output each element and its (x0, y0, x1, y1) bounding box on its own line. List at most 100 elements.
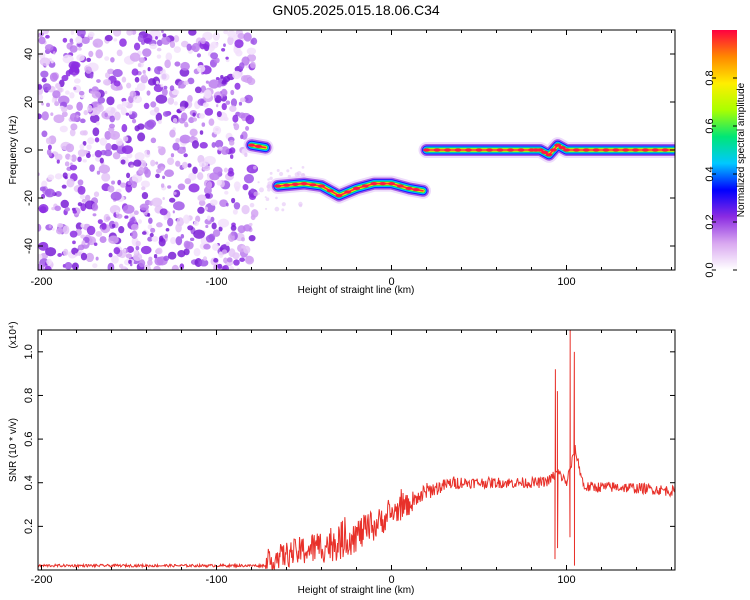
noise-blob (150, 101, 157, 108)
noise-blob (213, 95, 217, 99)
noise-blob (41, 102, 44, 106)
noise-blob (160, 73, 170, 81)
noise-blob (212, 229, 221, 237)
noise-blob (47, 174, 55, 181)
noise-blob (92, 38, 104, 48)
noise-blob (85, 153, 91, 159)
noise-blob (131, 68, 139, 76)
noise-blob (244, 152, 248, 157)
noise-blob (38, 36, 46, 45)
noise-blob (184, 178, 192, 185)
noise-blob (56, 159, 60, 164)
noise-blob (41, 77, 47, 83)
noise-blob (163, 85, 168, 90)
noise-blob (236, 267, 240, 270)
noise-blob (126, 152, 133, 159)
noise-blob (93, 191, 100, 198)
noise-blob (278, 171, 284, 177)
noise-blob (66, 178, 75, 188)
track-dot (541, 150, 549, 154)
noise-blob (38, 241, 49, 251)
noise-blob (243, 224, 252, 232)
noise-blob (193, 229, 205, 239)
noise-blob (46, 102, 51, 107)
noise-blob (153, 253, 158, 259)
noise-blob (188, 117, 195, 124)
noise-blob (161, 30, 164, 34)
noise-blob (171, 264, 179, 270)
noise-blob (248, 234, 256, 242)
noise-blob (248, 222, 253, 227)
noise-blob (64, 261, 73, 270)
noise-blob (105, 106, 117, 116)
noise-blob (77, 47, 82, 51)
noise-blob (188, 183, 200, 193)
noise-blob (267, 188, 271, 192)
noise-blob (257, 181, 260, 184)
spectrogram-image (38, 30, 675, 270)
noise-blob (204, 107, 214, 116)
noise-blob (243, 245, 251, 254)
noise-blob (131, 216, 136, 222)
noise-blob (138, 219, 142, 224)
noise-blob (198, 199, 206, 207)
noise-blob (141, 192, 149, 200)
track-dot (318, 184, 325, 188)
noise-blob (164, 233, 168, 239)
noise-blob (71, 247, 79, 255)
noise-blob (210, 41, 219, 49)
noise-blob (122, 135, 129, 142)
track-dot (405, 186, 413, 190)
noise-blob (296, 171, 302, 176)
noise-blob (206, 181, 213, 189)
noise-blob (289, 166, 293, 170)
noise-blob (229, 154, 234, 159)
chart-title: GN05.2025.015.18.06.C34 (272, 2, 440, 18)
noise-blob (175, 137, 180, 143)
noise-blob (88, 31, 95, 37)
noise-blob (155, 247, 163, 255)
noise-blob (133, 253, 143, 262)
noise-blob (197, 194, 207, 202)
noise-blob (213, 258, 219, 263)
noise-blob (216, 110, 222, 118)
track-dot (370, 182, 378, 186)
noise-blob (212, 32, 220, 41)
x-tick-label: 0 (388, 574, 394, 586)
noise-blob (265, 197, 270, 201)
noise-blob (192, 117, 198, 122)
noise-blob (250, 188, 255, 193)
noise-blob (175, 236, 183, 246)
track-dot (496, 148, 504, 152)
snr-ticks: -200 -100 0 100 0.2 0.4 0.6 0.8 1.0 (23, 330, 675, 586)
noise-blob (227, 30, 236, 38)
noise-blob (70, 123, 78, 131)
noise-blob (120, 106, 127, 116)
noise-blob (77, 185, 86, 195)
y-tick-label: 40 (23, 48, 35, 60)
x-tick-label: -100 (205, 574, 227, 586)
noise-blob (156, 47, 162, 52)
noise-blob (94, 150, 102, 158)
noise-blob (139, 203, 149, 211)
noise-blob (69, 128, 76, 137)
y-tick-label: 20 (23, 96, 35, 108)
noise-blob (223, 257, 228, 264)
noise-blob (281, 202, 286, 207)
noise-blob (61, 106, 68, 113)
noise-blob (225, 202, 229, 207)
noise-blob (163, 255, 170, 262)
noise-blob (121, 145, 134, 154)
colorbar-tick-label: 0.0 (704, 262, 716, 277)
noise-blob (91, 153, 95, 158)
noise-blob (220, 146, 230, 155)
noise-blob (107, 262, 115, 270)
noise-blob (133, 159, 142, 167)
noise-blob (78, 90, 85, 96)
noise-blob (146, 149, 151, 155)
noise-blob (118, 226, 125, 234)
noise-blob (215, 104, 219, 108)
noise-blob (112, 30, 122, 37)
noise-blob (228, 265, 235, 270)
noise-blob (53, 51, 56, 55)
